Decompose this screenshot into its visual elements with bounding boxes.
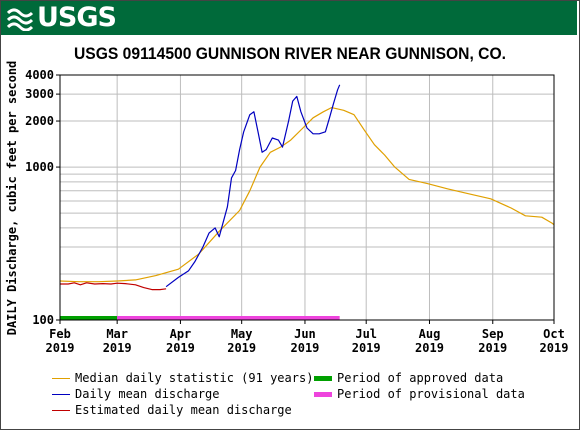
daily-swatch bbox=[52, 393, 70, 395]
legend-item-approved: Period of approved data bbox=[314, 371, 503, 385]
x-tick-label-year: 2019 bbox=[103, 341, 132, 355]
legend-item-estimated: Estimated daily mean discharge bbox=[52, 403, 292, 417]
x-tick-label-month: Sep bbox=[482, 327, 504, 341]
x-tick-label-year: 2019 bbox=[540, 341, 569, 355]
x-tick-label-year: 2019 bbox=[166, 341, 195, 355]
usgs-logo-text: USGS bbox=[37, 2, 117, 33]
legend-label-estimated: Estimated daily mean discharge bbox=[75, 403, 292, 417]
y-tick-label: 3000 bbox=[25, 87, 54, 101]
legend-item-provisional: Period of provisional data bbox=[314, 387, 525, 401]
series-lines bbox=[59, 84, 555, 291]
x-tick-label-year: 2019 bbox=[478, 341, 507, 355]
legend-label-median: Median daily statistic (91 years) bbox=[75, 371, 314, 385]
y-axis-ticks: 100 1000 2000 3000 4000 bbox=[25, 68, 60, 327]
legend-label-approved: Period of approved data bbox=[337, 371, 504, 385]
provisional-swatch bbox=[314, 391, 332, 397]
x-tick-label-year: 2019 bbox=[415, 341, 444, 355]
legend-item-median: Median daily statistic (91 years) bbox=[52, 371, 313, 385]
estimated-series-line bbox=[60, 282, 167, 291]
usgs-logo[interactable]: USGS bbox=[7, 2, 117, 34]
approved-swatch bbox=[314, 375, 332, 381]
x-tick-label-month: May bbox=[231, 327, 253, 341]
x-tick-label-year: 2019 bbox=[352, 341, 381, 355]
estimated-swatch bbox=[52, 409, 70, 411]
legend-label-daily: Daily mean discharge bbox=[75, 387, 220, 401]
y-axis-label: DAILY Discharge, cubic feet per second bbox=[5, 61, 19, 336]
chart-title: USGS 09114500 GUNNISON RIVER NEAR GUNNIS… bbox=[74, 44, 506, 63]
x-axis-ticks: Feb2019Mar2019Apr2019May2019Jun2019Jul20… bbox=[46, 320, 569, 355]
x-tick-label-month: Jun bbox=[294, 327, 316, 341]
x-tick-label-month: Jul bbox=[355, 327, 377, 341]
x-tick-label-month: Aug bbox=[419, 327, 441, 341]
legend: Median daily statistic (91 years) Daily … bbox=[52, 371, 572, 421]
median-swatch bbox=[52, 377, 70, 379]
y-tick-label: 1000 bbox=[25, 160, 54, 174]
median-series-line bbox=[59, 106, 555, 283]
provisional-period-bar bbox=[117, 316, 340, 320]
plot-area-border bbox=[59, 74, 555, 321]
x-tick-label-year: 2019 bbox=[46, 341, 75, 355]
usgs-banner: USGS bbox=[1, 1, 577, 35]
x-tick-label-year: 2019 bbox=[291, 341, 320, 355]
y-tick-label: 100 bbox=[32, 313, 54, 327]
usgs-wave-icon bbox=[7, 8, 33, 31]
x-tick-label-month: Oct bbox=[543, 327, 565, 341]
y-tick-label: 2000 bbox=[25, 114, 54, 128]
x-tick-label-month: Feb bbox=[49, 327, 71, 341]
x-tick-label-year: 2019 bbox=[227, 341, 256, 355]
x-tick-label-month: Mar bbox=[106, 327, 128, 341]
x-tick-label-month: Apr bbox=[170, 327, 192, 341]
grid bbox=[59, 74, 555, 321]
legend-label-provisional: Period of provisional data bbox=[337, 387, 525, 401]
legend-item-daily: Daily mean discharge bbox=[52, 387, 220, 401]
y-tick-label: 4000 bbox=[25, 68, 54, 82]
period-bars bbox=[60, 316, 340, 320]
daily-mean-series-line bbox=[165, 84, 341, 288]
approved-period-bar bbox=[60, 316, 118, 320]
